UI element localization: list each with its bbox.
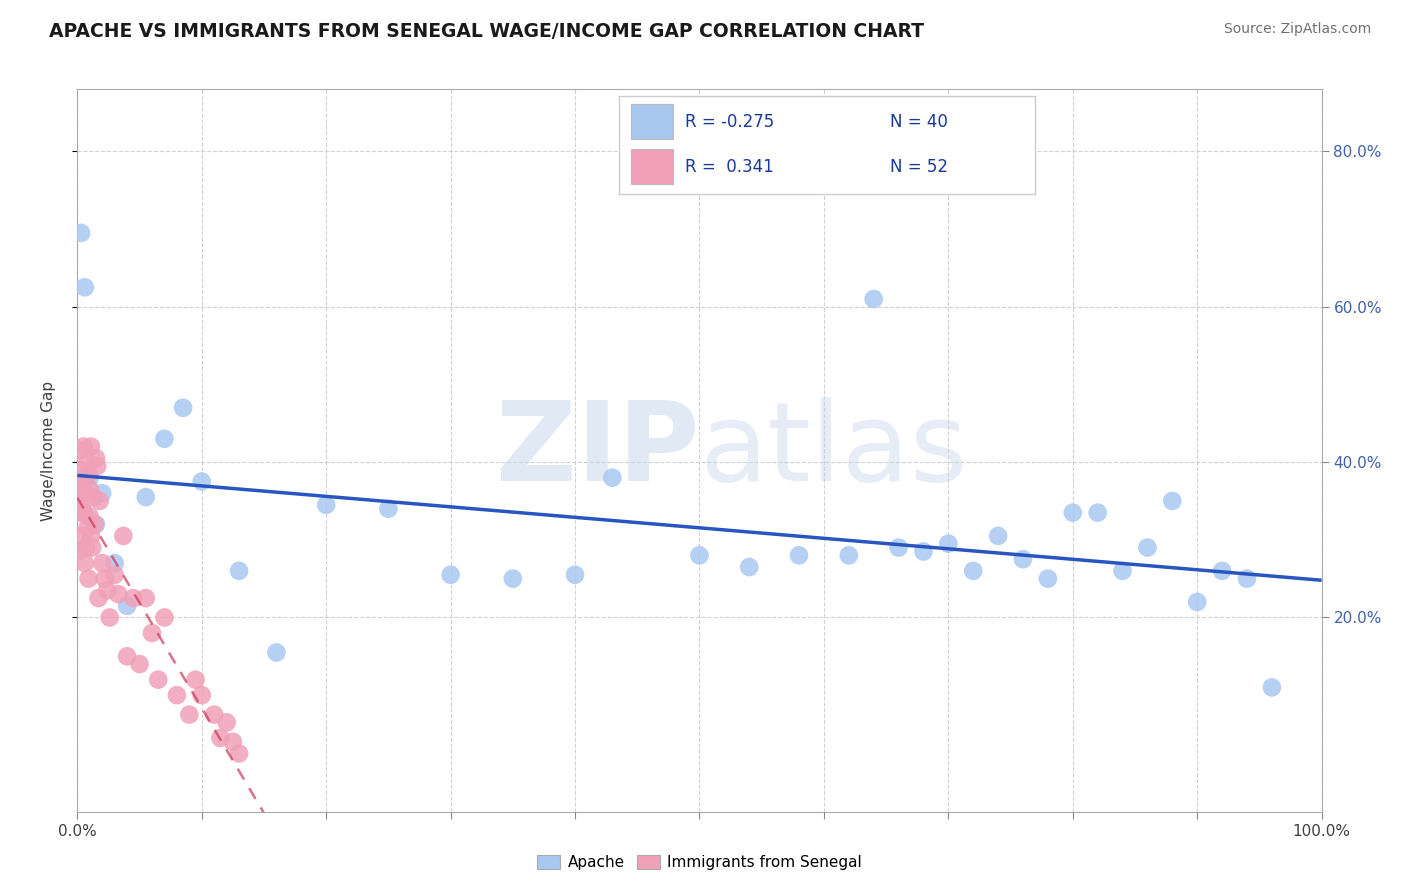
Point <box>104 556 127 570</box>
Point <box>1236 572 1258 586</box>
Point <box>222 735 245 749</box>
Point <box>602 470 624 484</box>
Text: APACHE VS IMMIGRANTS FROM SENEGAL WAGE/INCOME GAP CORRELATION CHART: APACHE VS IMMIGRANTS FROM SENEGAL WAGE/I… <box>49 22 924 41</box>
Point <box>69 506 91 520</box>
Point <box>82 541 104 555</box>
Point <box>191 688 214 702</box>
Point <box>887 541 910 555</box>
Legend: Apache, Immigrants from Senegal: Apache, Immigrants from Senegal <box>531 848 868 876</box>
Point <box>564 567 586 582</box>
Point <box>141 626 163 640</box>
Point <box>67 486 90 500</box>
Point <box>75 541 97 555</box>
Point <box>1136 541 1159 555</box>
Point <box>79 509 101 524</box>
Point <box>862 292 884 306</box>
Point <box>122 591 145 605</box>
Point <box>1062 506 1084 520</box>
Point <box>76 521 98 535</box>
Point <box>166 688 188 702</box>
Point <box>266 645 288 659</box>
Point <box>80 440 103 454</box>
Point <box>87 591 110 605</box>
Point <box>202 707 225 722</box>
Point <box>440 567 463 582</box>
Point <box>962 564 984 578</box>
Point <box>83 490 105 504</box>
Point <box>502 572 524 586</box>
Point <box>738 560 761 574</box>
Point <box>1111 564 1133 578</box>
Point <box>184 673 207 687</box>
Point <box>72 506 94 520</box>
Point <box>1036 572 1059 586</box>
Point <box>77 572 100 586</box>
Point <box>70 470 93 484</box>
Point <box>112 529 135 543</box>
Point <box>77 467 100 481</box>
Point <box>84 451 107 466</box>
Point <box>228 747 250 761</box>
Point <box>91 486 114 500</box>
Point <box>148 673 170 687</box>
Point <box>70 463 93 477</box>
Point <box>67 544 90 558</box>
Point <box>104 567 127 582</box>
Point <box>73 280 96 294</box>
Point <box>84 517 107 532</box>
Point <box>72 501 94 516</box>
Text: Source: ZipAtlas.com: Source: ZipAtlas.com <box>1223 22 1371 37</box>
Point <box>76 455 98 469</box>
Y-axis label: Wage/Income Gap: Wage/Income Gap <box>42 380 56 521</box>
Point <box>115 649 138 664</box>
Point <box>72 529 94 543</box>
Point <box>215 715 238 730</box>
Point <box>80 529 103 543</box>
Point <box>73 556 96 570</box>
Point <box>96 583 118 598</box>
Point <box>172 401 194 415</box>
Point <box>1161 494 1184 508</box>
Point <box>75 486 97 500</box>
Point <box>209 731 232 745</box>
Point <box>377 501 399 516</box>
Point <box>79 470 101 484</box>
Text: atlas: atlas <box>700 397 967 504</box>
Point <box>315 498 337 512</box>
Point <box>787 549 810 563</box>
Point <box>1087 506 1109 520</box>
Point <box>987 529 1010 543</box>
Point <box>86 458 108 473</box>
Text: ZIP: ZIP <box>496 397 700 504</box>
Point <box>689 549 711 563</box>
Point <box>70 226 93 240</box>
Point <box>135 490 157 504</box>
Point <box>938 537 960 551</box>
Point <box>1012 552 1035 566</box>
Point <box>228 564 250 578</box>
Point <box>107 587 129 601</box>
Point <box>1187 595 1209 609</box>
Point <box>69 443 91 458</box>
Point <box>135 591 157 605</box>
Point <box>179 707 201 722</box>
Point <box>115 599 138 613</box>
Point <box>93 572 115 586</box>
Point <box>89 494 111 508</box>
Point <box>83 517 105 532</box>
Point <box>191 475 214 489</box>
Point <box>128 657 150 672</box>
Point <box>912 544 935 558</box>
Point <box>98 610 121 624</box>
Point <box>73 470 96 484</box>
Point <box>1211 564 1233 578</box>
Point <box>153 610 176 624</box>
Point <box>1261 681 1284 695</box>
Point <box>838 549 860 563</box>
Point <box>79 483 101 497</box>
Point <box>72 440 94 454</box>
Point <box>153 432 176 446</box>
Point <box>91 556 114 570</box>
